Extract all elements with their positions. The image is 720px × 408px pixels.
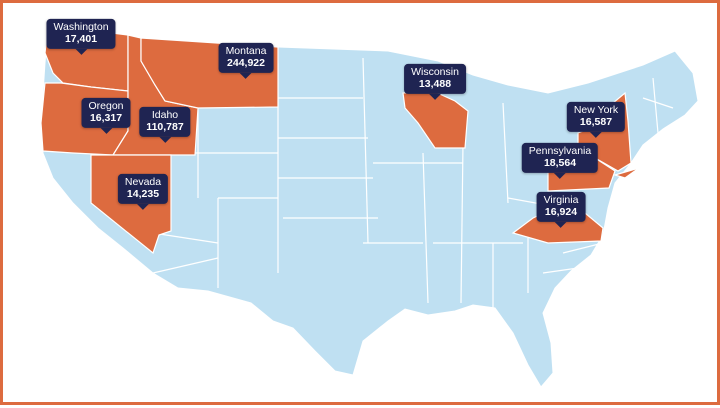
label-montana: Montana 244,922 [218, 42, 274, 80]
label-nevada: Nevada 14,235 [117, 173, 169, 211]
label-washington-value: 17,401 [64, 32, 98, 45]
label-pennsylvania-value: 18,564 [543, 156, 577, 169]
label-virginia-name: Virginia [543, 193, 579, 206]
label-new-york-value: 16,587 [579, 115, 613, 128]
label-oregon-name: Oregon [88, 99, 124, 112]
label-montana-value: 244,922 [227, 56, 265, 69]
label-washington-name: Washington [53, 20, 109, 33]
label-washington: Washington 17,401 [46, 18, 116, 56]
state-long-island[interactable] [612, 167, 640, 179]
label-new-york: New York 16,587 [566, 101, 626, 139]
label-nevada-value: 14,235 [126, 187, 160, 200]
label-virginia-value: 16,924 [544, 205, 578, 218]
label-pennsylvania-name: Pennsylvania [528, 144, 592, 157]
label-nevada-name: Nevada [124, 175, 162, 188]
label-wisconsin-value: 13,488 [418, 77, 452, 90]
label-idaho-name: Idaho [151, 108, 179, 121]
label-wisconsin-name: Wisconsin [411, 65, 459, 78]
label-idaho: Idaho 110,787 [139, 106, 191, 144]
label-pennsylvania: Pennsylvania 18,564 [521, 142, 599, 180]
us-map [40, 24, 699, 388]
label-wisconsin: Wisconsin 13,488 [404, 63, 466, 101]
us-landmass [40, 24, 699, 388]
label-montana-name: Montana [225, 44, 267, 57]
label-virginia: Virginia 16,924 [536, 191, 586, 229]
label-oregon-value: 16,317 [89, 111, 123, 124]
label-new-york-name: New York [573, 103, 619, 116]
label-idaho-value: 110,787 [146, 120, 184, 133]
label-oregon: Oregon 16,317 [81, 97, 131, 135]
